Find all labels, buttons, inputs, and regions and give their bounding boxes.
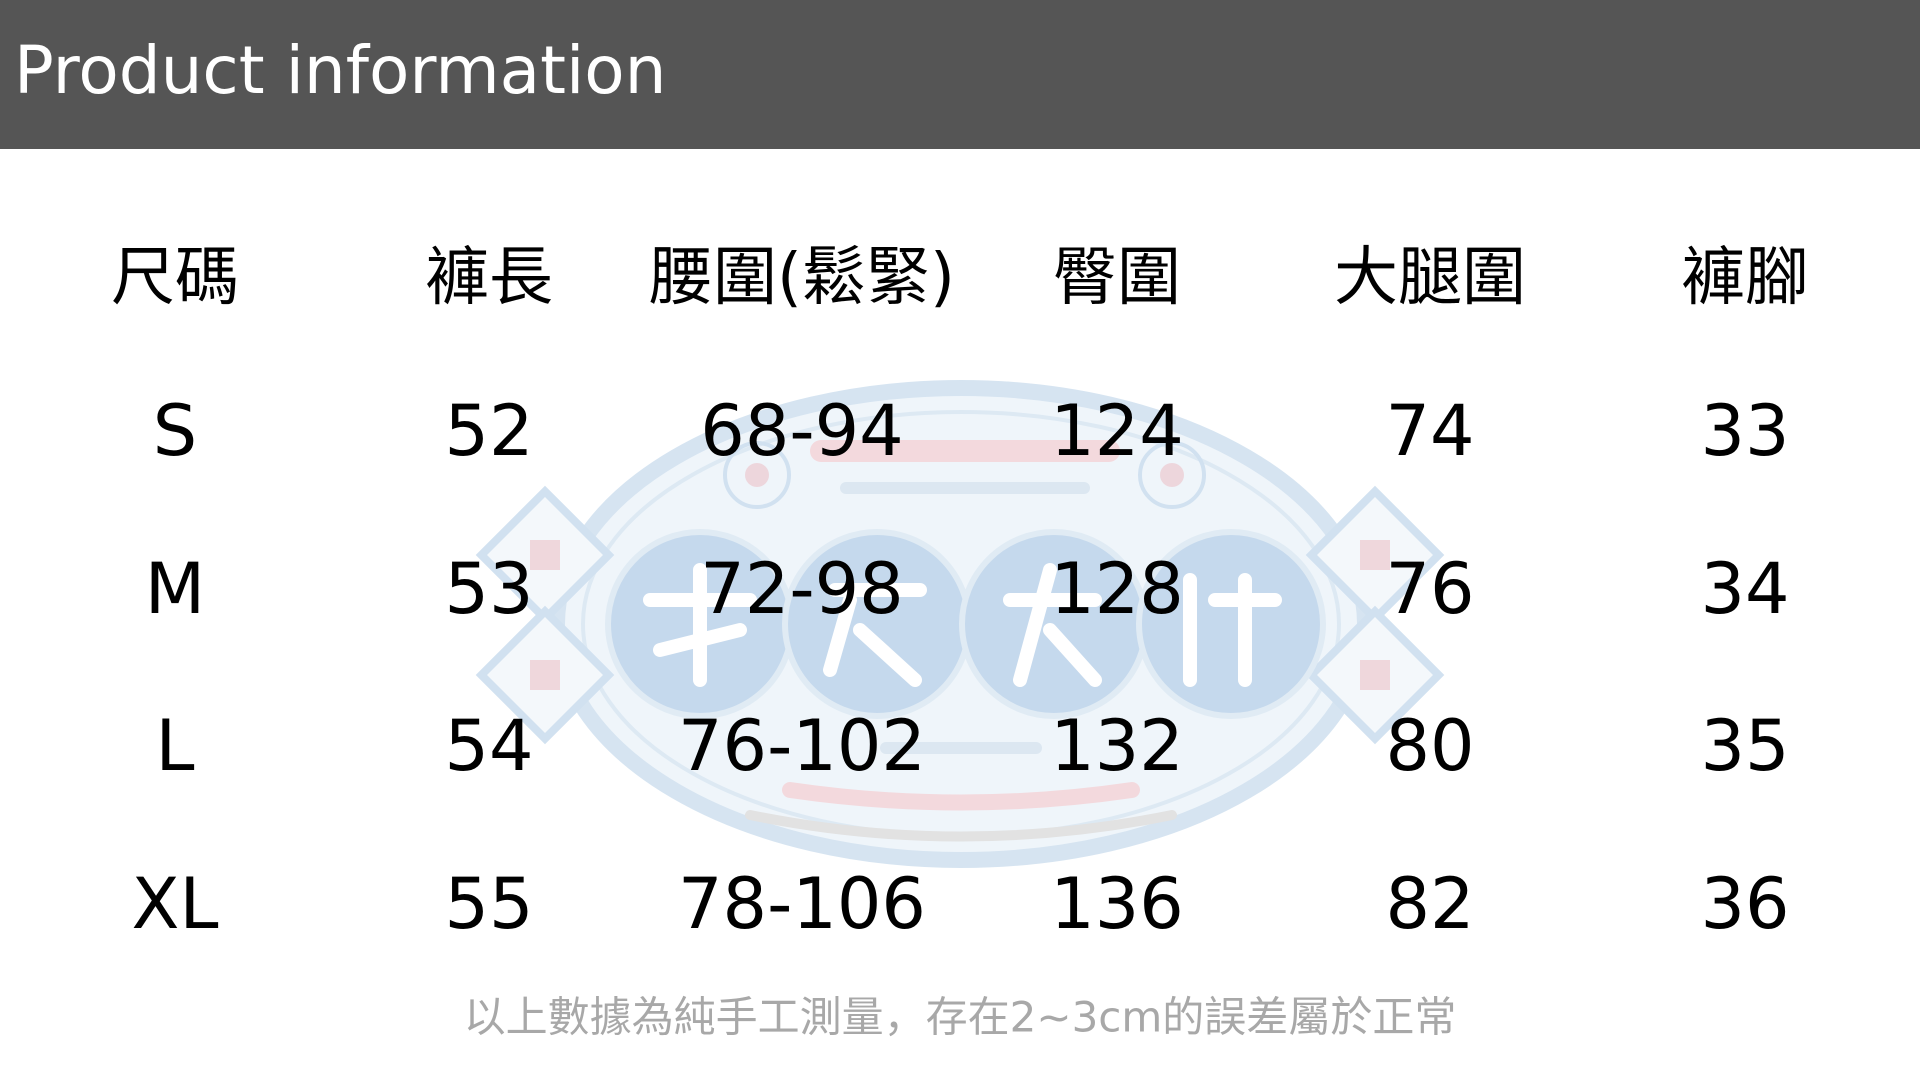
cell-length: 52 bbox=[444, 390, 534, 472]
cell-hem: 36 bbox=[1700, 863, 1790, 945]
cell-thigh: 76 bbox=[1385, 548, 1475, 630]
column-header-size: 尺碼 bbox=[111, 241, 239, 315]
cell-thigh: 74 bbox=[1385, 390, 1475, 472]
column-header-hem: 褲腳 bbox=[1681, 241, 1809, 315]
watermark-badge-dots bbox=[745, 463, 1184, 487]
watermark-badges bbox=[723, 441, 1206, 509]
watermark-diamond-marks bbox=[530, 540, 1390, 690]
watermark-motto-arc bbox=[745, 810, 1177, 842]
column-header-hip: 臀圍 bbox=[1053, 241, 1181, 315]
cell-hem: 33 bbox=[1700, 390, 1790, 472]
watermark-since-band bbox=[880, 742, 1042, 754]
column-header-waist: 腰圍(鬆緊) bbox=[649, 241, 955, 315]
cell-waist: 68-94 bbox=[700, 390, 904, 472]
cell-hem: 34 bbox=[1700, 548, 1790, 630]
cell-size: XL bbox=[131, 863, 219, 945]
cell-waist: 78-106 bbox=[678, 863, 926, 945]
cell-length: 53 bbox=[444, 548, 534, 630]
measurement-note: 以上數據為純手工測量，存在2~3cm的誤差屬於正常 bbox=[463, 992, 1457, 1042]
cell-thigh: 82 bbox=[1385, 863, 1475, 945]
cell-waist: 76-102 bbox=[678, 705, 926, 787]
watermark-tagline-band bbox=[840, 482, 1090, 494]
cell-length: 55 bbox=[444, 863, 534, 945]
watermark-original-arc bbox=[782, 782, 1140, 811]
cell-hip: 132 bbox=[1050, 705, 1184, 787]
cell-length: 54 bbox=[444, 705, 534, 787]
cell-thigh: 80 bbox=[1385, 705, 1475, 787]
page-title: Product information bbox=[14, 32, 667, 109]
header-bar: Product information bbox=[0, 0, 1920, 149]
cell-size: S bbox=[152, 390, 198, 472]
cell-hip: 136 bbox=[1050, 863, 1184, 945]
watermark-brand-band bbox=[810, 440, 1120, 462]
cell-size: L bbox=[155, 705, 195, 787]
watermark-medallion-strokes bbox=[643, 563, 1282, 687]
cell-hip: 128 bbox=[1050, 548, 1184, 630]
column-header-length: 褲長 bbox=[425, 241, 553, 315]
cell-hip: 124 bbox=[1050, 390, 1184, 472]
cell-size: M bbox=[144, 548, 206, 630]
cell-waist: 72-98 bbox=[700, 548, 904, 630]
cell-hem: 35 bbox=[1700, 705, 1790, 787]
column-header-thigh: 大腿圍 bbox=[1334, 241, 1526, 315]
